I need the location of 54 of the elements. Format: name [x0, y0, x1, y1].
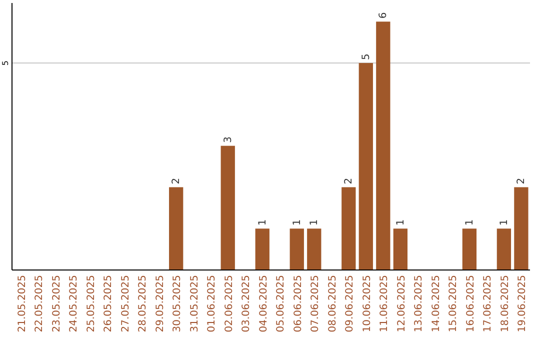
data-label: 1 — [257, 219, 268, 226]
x-tick-label: 15.06.2025 — [448, 275, 460, 332]
data-label: 3 — [222, 136, 234, 143]
x-tick-label: 19.06.2025 — [517, 275, 528, 332]
x-tick-label: 07.06.2025 — [310, 275, 322, 332]
x-tick-label: 29.05.2025 — [154, 275, 166, 332]
data-label: 2 — [344, 178, 355, 184]
data-label: 1 — [292, 219, 303, 226]
bar — [514, 187, 528, 270]
bar — [462, 228, 477, 270]
x-tick-label: 06.06.2025 — [292, 275, 304, 332]
x-tick-label: 18.06.2025 — [500, 275, 511, 332]
bar — [220, 146, 235, 270]
x-tick-label: 13.06.2025 — [414, 275, 425, 332]
x-tick-label: 08.06.2025 — [327, 275, 338, 332]
bar — [290, 228, 304, 270]
x-tick-label: 02.06.2025 — [224, 275, 235, 332]
x-tick-label: 10.06.2025 — [362, 275, 373, 332]
data-label: 2 — [516, 178, 528, 184]
x-tick-label: 23.05.2025 — [51, 275, 62, 332]
data-label: 6 — [378, 12, 390, 19]
data-label: 1 — [309, 219, 320, 226]
x-tick-label: 14.06.2025 — [430, 275, 442, 332]
x-tick-label: 22.05.2025 — [34, 275, 46, 332]
x-tick-label: 03.06.2025 — [241, 275, 252, 332]
x-tick-label: 12.06.2025 — [396, 275, 408, 332]
data-label: 2 — [171, 178, 182, 184]
data-label: 5 — [360, 54, 372, 60]
bar — [169, 187, 184, 270]
x-tick-label: 05.06.2025 — [276, 275, 287, 332]
bar — [307, 228, 322, 270]
data-label: 1 — [464, 219, 476, 226]
x-tick-label: 31.05.2025 — [189, 275, 200, 332]
x-tick-label: 01.06.2025 — [206, 275, 218, 332]
bar — [342, 187, 356, 270]
bar — [376, 22, 390, 270]
x-tick-label: 11.06.2025 — [379, 275, 390, 332]
x-tick-label: 26.05.2025 — [103, 275, 114, 332]
x-tick-label: 27.05.2025 — [120, 275, 132, 332]
x-tick-label: 17.06.2025 — [482, 275, 494, 332]
x-tick-label: 09.06.2025 — [344, 275, 356, 332]
bar — [496, 228, 512, 270]
x-tick-label: 24.05.2025 — [68, 275, 80, 332]
bar — [393, 228, 408, 270]
x-tick-label: 16.06.2025 — [465, 275, 476, 332]
data-label: 1 — [395, 219, 406, 226]
x-tick-label: 04.06.2025 — [258, 275, 270, 332]
data-label: 1 — [498, 219, 510, 226]
x-tick-label: 28.05.2025 — [138, 275, 149, 332]
x-tick-label: 21.05.2025 — [16, 275, 28, 332]
bar — [255, 228, 270, 270]
x-tick-label: 25.05.2025 — [86, 275, 97, 332]
x-tick-label: 30.05.2025 — [172, 275, 184, 332]
bar — [358, 63, 373, 270]
